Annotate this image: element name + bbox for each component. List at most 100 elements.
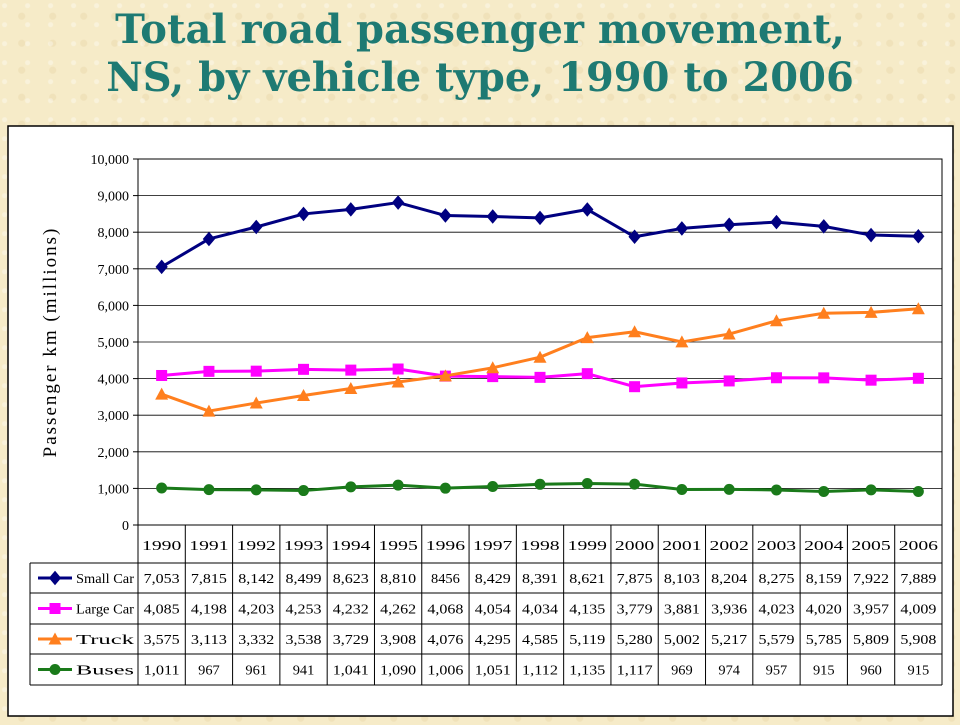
table-cell: 4,054 [475,603,511,618]
table-cell: 1,117 [617,664,653,679]
table-cell: 915 [813,664,835,679]
data-point-triangle [297,389,311,402]
data-point-circle [250,484,262,496]
data-table: 1990 1991 1992 1993 1994 1995 1996 1997 1998 1999… [29,525,943,686]
chart-container: 0 1,000 2,000 3,000 4,000 5,000 6,000 7,000 8,00… [0,123,960,720]
table-cell: 3,908 [380,633,416,648]
x-tick-label: 2003 [757,539,796,554]
data-point-circle [770,484,782,496]
table-cell: 4,009 [900,603,936,618]
x-tick-label: 2002 [710,539,749,554]
table-cell: 8,391 [522,572,558,587]
data-point-triangle [155,387,169,400]
data-point-diamond [202,231,216,247]
table-cell: 3,881 [664,603,700,618]
table-cell: 1,112 [522,664,558,679]
table-cell: 5,579 [758,633,794,648]
data-point-circle [298,485,310,497]
data-point-square [676,377,688,389]
data-point-square [912,372,924,384]
data-point-circle [912,486,924,498]
data-point-triangle [48,632,62,645]
x-tick-label: 2005 [851,539,890,554]
table-cell: 8,621 [569,572,605,587]
data-point-circle [203,484,215,496]
table-cell: 1,051 [475,664,511,679]
table-cell: 8,499 [286,572,322,587]
x-tick-label: 2000 [615,539,654,554]
data-point-triangle [722,327,736,340]
data-point-square [345,364,357,376]
data-point-triangle [391,375,405,388]
x-tick-label: 1996 [426,539,465,554]
table-cell: 3,729 [333,633,369,648]
table-row: Large Car 4,085 4,198 4,203 4,253 4,232 4,262 4… [38,603,936,618]
table-cell: 7,875 [617,572,653,587]
x-tick-label: 1997 [473,539,512,554]
data-point-triangle [675,335,689,348]
data-point-square [818,372,830,384]
table-cell: 8,103 [664,572,700,587]
x-tick-label: 1992 [237,539,276,554]
table-cell: 1,041 [333,664,369,679]
data-point-diamond [155,259,168,275]
table-cell: 961 [245,664,267,679]
data-point-triangle [580,331,594,344]
table-cell: 4,203 [238,603,274,618]
table-cell: 957 [766,664,788,679]
x-tick-label: 2001 [662,539,701,554]
title-line-1: Total road passenger movement, [115,6,845,53]
x-tick-label: 1998 [520,539,559,554]
table-cell: 3,957 [853,603,889,618]
data-point-triangle [864,305,878,318]
data-point-triangle [344,382,358,395]
data-point-circle [439,482,451,494]
y-tick-label: 0 [122,519,129,534]
table-cell: 8,142 [238,572,274,587]
data-point-circle [723,483,735,495]
data-point-diamond [912,228,925,244]
y-tick-label: 10,000 [91,153,130,168]
data-point-diamond [723,217,736,233]
x-tick-label: 1999 [568,539,607,554]
data-point-triangle [769,314,783,327]
data-point-diamond [391,195,405,210]
data-point-triangle [911,302,925,315]
table-cell: 7,815 [191,572,227,587]
data-point-circle [534,478,546,490]
x-tick-label: 1994 [331,539,370,554]
table-cell: 5,002 [664,633,700,648]
y-tick-label: 3,000 [98,409,130,424]
data-point-square [770,372,782,384]
table-cell: 1,135 [569,664,605,679]
table-cell: 4,076 [427,633,463,648]
data-point-diamond [675,221,689,236]
x-tick-label: 2004 [804,539,843,554]
table-cell: 1,090 [380,664,416,679]
data-point-square [487,371,499,383]
data-point-square [203,365,215,377]
x-tick-label: 2006 [899,539,938,554]
table-cell: 1,006 [427,664,463,679]
series-small-car [155,195,925,275]
series-truck [155,302,925,417]
legend-label: Small Car [76,572,134,587]
table-cell: 4,198 [191,603,227,618]
table-cell: 969 [671,664,693,679]
data-point-circle [581,477,593,489]
data-point-diamond [439,208,452,223]
table-cell: 4,068 [427,603,463,618]
data-point-circle [156,482,168,494]
data-point-circle [49,664,61,675]
table-cell: 8,429 [475,572,511,587]
data-point-triangle [249,396,263,409]
data-point-square [156,369,168,381]
table-cell: 4,034 [522,603,558,618]
data-point-diamond [817,219,830,234]
data-point-triangle [533,350,547,363]
data-point-square [250,365,262,377]
table-cell: 941 [293,664,315,679]
table-cell: 3,575 [144,633,180,648]
table-cell: 960 [860,664,882,679]
data-point-circle [487,481,499,493]
